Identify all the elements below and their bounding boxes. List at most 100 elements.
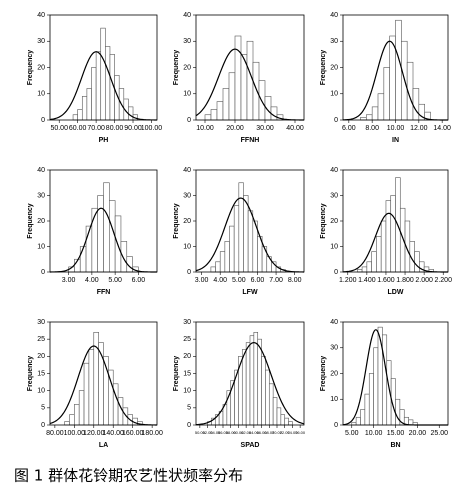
x-tick-label: 50.00 [195,430,206,435]
histogram-bar [252,61,260,121]
x-tick-label: 74.00 [287,430,298,435]
x-tick-label: 3.00 [62,277,76,284]
y-axis-label: Frequency [27,50,34,86]
x-tick-label: 52.00 [203,430,214,435]
histogram-bar [366,261,372,273]
histogram-bar [78,390,85,426]
x-axis-label: BN [390,442,400,449]
y-tick-label: 40 [37,12,45,19]
y-tick-label: 40 [183,12,191,19]
y-tick-label: 10 [183,91,191,98]
histogram-bar [83,362,90,426]
histogram-bar [100,27,106,121]
y-tick-label: 5 [41,405,45,412]
x-axis-label: LFW [242,289,258,296]
histogram-bar [77,109,83,121]
y-tick-label: 0 [41,422,45,429]
y-tick-label: 10 [183,243,191,250]
x-tick-label: 58.00 [226,430,237,435]
histogram-bar [364,393,370,426]
y-axis-label: Frequency [320,356,327,392]
y-tick-label: 40 [330,319,338,326]
histogram-bar [120,241,128,273]
histogram-bar [105,46,111,121]
x-tick-label: 62.00 [241,430,252,435]
histogram-bar [395,398,401,426]
y-tick-label: 10 [37,243,45,250]
x-tick-label: 10.00 [196,125,214,132]
histogram-bar [368,373,374,426]
x-tick-label: 80.00 [46,430,64,437]
histogram-bar [371,106,379,121]
histogram-bar [265,369,270,426]
y-tick-label: 40 [330,12,338,19]
normal-curve [195,197,305,273]
figure-caption: 图 1 群体花铃期农艺性状频率分布 [14,467,243,485]
histogram-bar [395,19,402,121]
x-tick-label: 20.00 [226,125,244,132]
x-tick-label: 80.00 [106,125,124,132]
y-axis-label: Frequency [320,203,327,239]
histogram-bar [247,210,254,273]
histogram-bar [385,200,392,273]
histogram-bar [261,356,266,426]
y-tick-label: 30 [37,319,45,326]
histogram-bar [238,182,244,273]
x-axis-label: FFN [97,289,111,296]
normal-curve [195,342,305,426]
x-tick-label: 50.00 [50,125,68,132]
histogram-bar [228,72,236,121]
x-tick-label: 12.00 [410,125,428,132]
x-tick-label: 10.00 [365,430,383,437]
x-tick-label: 90.00 [124,125,142,132]
histogram-bar [210,266,216,273]
y-tick-label: 10 [37,388,45,395]
histogram-bar [373,347,379,426]
x-tick-label: 60.00 [233,430,244,435]
histogram-bar [371,251,377,273]
histogram-bar [257,338,262,426]
x-tick-label: 6.00 [251,277,265,284]
y-tick-label: 0 [334,117,338,124]
histogram-bar [79,246,87,273]
x-tick-label: 30.00 [256,125,274,132]
x-tick-label: 14.00 [433,125,451,132]
x-tick-label: 54.00 [210,430,221,435]
y-axis-label: Frequency [173,50,180,86]
y-tick-label: 0 [41,117,45,124]
y-tick-label: 10 [330,91,338,98]
y-tick-label: 20 [37,218,45,225]
histogram-bar [288,421,293,426]
x-tick-label: 100.00 [64,430,86,437]
y-tick-label: 10 [330,396,338,403]
y-tick-label: 40 [183,167,191,174]
histogram-bar [91,67,97,121]
x-tick-label: 60.00 [69,125,87,132]
x-tick-label: 3.00 [195,277,209,284]
normal-curve [342,40,448,121]
histogram-bar [204,114,212,121]
y-tick-label: 30 [183,319,191,326]
x-tick-label: 1.800 [396,277,414,284]
y-tick-label: 0 [334,422,338,429]
y-tick-label: 30 [330,345,338,352]
x-tick-label: 4.00 [85,277,99,284]
histogram-bar [97,195,104,273]
histogram-bar [88,349,95,426]
x-tick-label: 72.00 [280,430,291,435]
y-tick-label: 20 [330,370,338,377]
histogram-bar [389,35,396,121]
histogram-bar [390,195,396,273]
histogram-bar [91,207,98,273]
x-axis-label: PH [99,137,109,144]
histogram-bar [280,414,286,426]
histogram-bar [284,417,289,426]
y-tick-label: 20 [37,64,45,71]
x-axis-label: FFNH [241,137,260,144]
histogram-bar [355,416,361,426]
histogram-bar [241,349,247,426]
y-axis-label: Frequency [27,356,34,392]
histogram-bar [382,334,388,426]
normal-curve [195,48,304,121]
x-axis-label: IN [392,137,399,144]
